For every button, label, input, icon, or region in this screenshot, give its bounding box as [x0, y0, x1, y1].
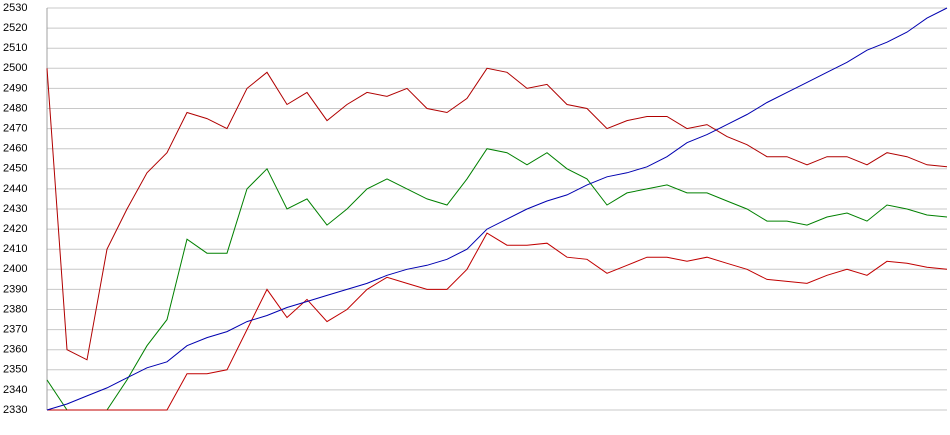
y-tick-label: 2480 — [3, 102, 27, 114]
y-tick-label: 2420 — [3, 223, 27, 235]
y-tick-label: 2530 — [3, 2, 27, 14]
series-line — [47, 232, 948, 411]
y-tick-label: 2350 — [3, 364, 27, 376]
y-tick-label: 2510 — [3, 42, 27, 54]
y-tick-label: 2460 — [3, 143, 27, 155]
y-tick-label: 2440 — [3, 183, 27, 195]
y-tick-label: 2470 — [3, 123, 27, 135]
y-tick-label: 2430 — [3, 203, 27, 215]
y-tick-label: 2490 — [3, 82, 27, 94]
y-tick-label: 2500 — [3, 62, 27, 74]
y-tick-label: 2370 — [3, 324, 27, 336]
series-line — [46, 7, 948, 411]
y-tick-label: 2390 — [3, 283, 27, 295]
y-tick-label: 2330 — [3, 404, 27, 416]
y-tick-label: 2360 — [3, 344, 27, 356]
y-tick-label: 2410 — [3, 243, 27, 255]
y-tick-label: 2340 — [3, 384, 27, 396]
y-tick-label: 2520 — [3, 22, 27, 34]
y-tick-label: 2450 — [3, 163, 27, 175]
series-line — [46, 148, 948, 411]
y-tick-label: 2380 — [3, 303, 27, 315]
series-line — [46, 67, 948, 361]
y-tick-label: 2400 — [3, 263, 27, 275]
